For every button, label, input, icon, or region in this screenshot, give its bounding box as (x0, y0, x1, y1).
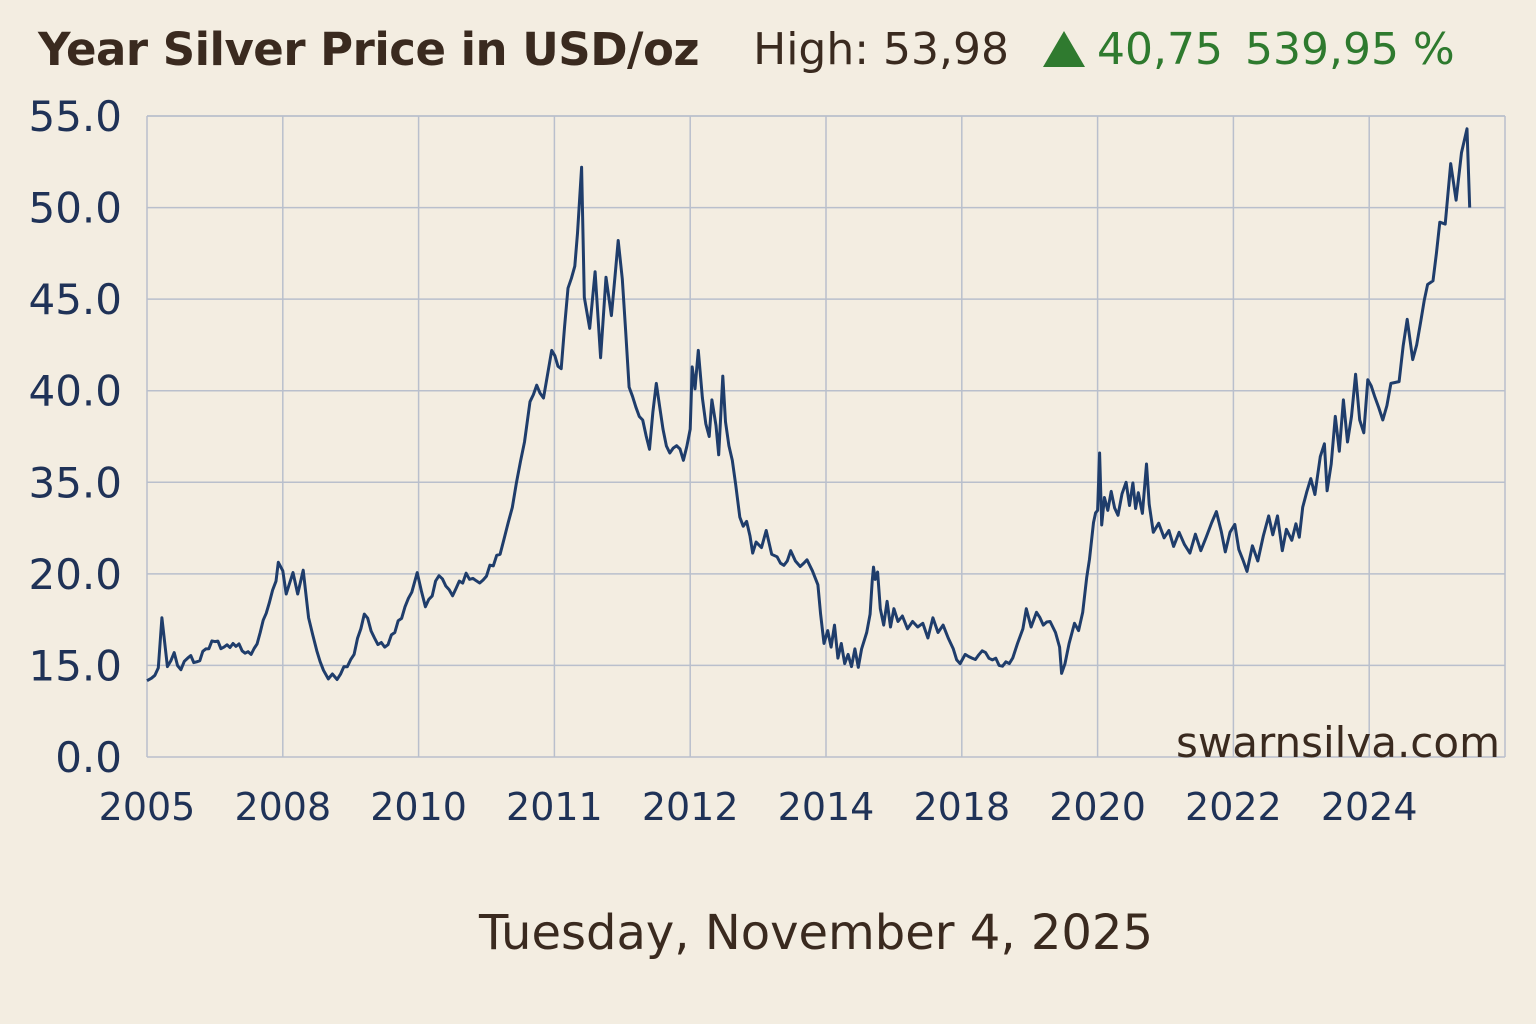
x-tick-label: 2022 (1185, 785, 1282, 829)
y-tick-label: 55.0 (28, 92, 122, 141)
x-tick-label: 2020 (1049, 785, 1146, 829)
high-value: High: 53,98 (753, 23, 1010, 75)
x-tick-label: 2010 (370, 785, 467, 829)
footer-date: Tuesday, November 4, 2025 (479, 905, 1153, 961)
triangle-up-icon (1043, 31, 1086, 67)
x-tick-label: 2011 (506, 785, 603, 829)
chart-title: Year Silver Price in USD/oz (38, 22, 700, 76)
change-percent: 539,95 % (1244, 23, 1455, 75)
y-tick-label: 35.0 (28, 458, 122, 507)
x-tick-label: 2005 (99, 785, 196, 829)
x-tick-label: 2024 (1321, 785, 1418, 829)
y-tick-label: 50.0 (28, 184, 122, 233)
price-series-line (146, 127, 1472, 683)
watermark-text: swarnsilva.com (1176, 718, 1500, 767)
y-tick-label: 20.0 (28, 550, 122, 599)
change-value: 40,75 (1097, 23, 1223, 75)
x-tick-label: 2012 (642, 785, 739, 829)
x-tick-label: 2018 (913, 785, 1010, 829)
x-tick-label: 2014 (778, 785, 875, 829)
y-tick-label: 0.0 (55, 733, 122, 782)
y-tick-label: 40.0 (28, 367, 122, 416)
chart-header: Year Silver Price in USD/oz High: 53,98 … (38, 18, 1455, 80)
y-tick-label: 45.0 (28, 275, 122, 324)
y-tick-label: 15.0 (28, 641, 122, 690)
x-tick-label: 2008 (234, 785, 331, 829)
